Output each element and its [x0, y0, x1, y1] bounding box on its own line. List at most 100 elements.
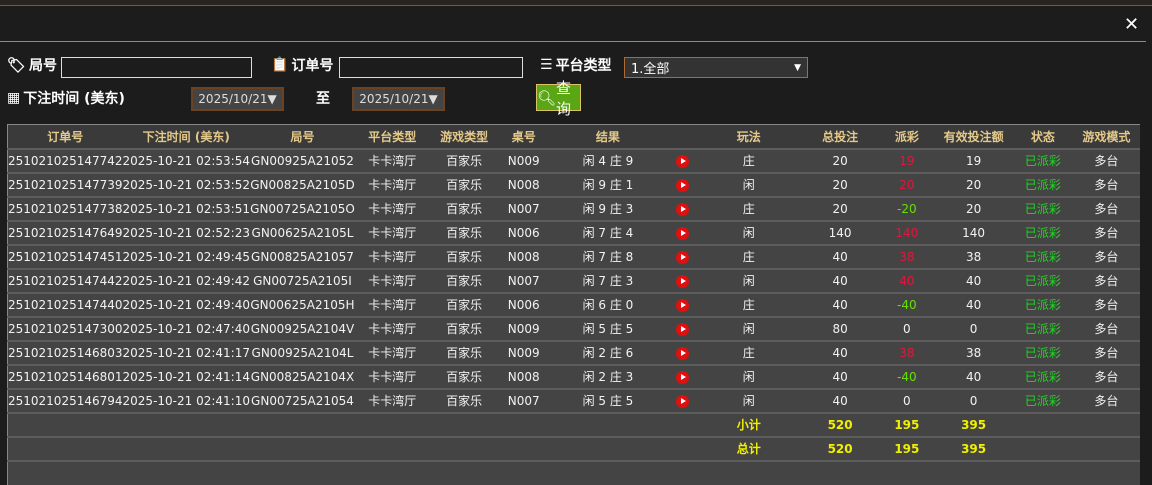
table-cell [498, 435, 549, 461]
total-row: 总计 520 195 395 [7, 435, 1140, 461]
platform-select[interactable]: 1.全部 ▼ [624, 57, 808, 78]
table-cell: 251021025147300 [7, 315, 123, 341]
table-cell [1072, 411, 1140, 437]
table-cell: GN00925A2104L [249, 339, 355, 365]
play-cell[interactable] [667, 291, 698, 317]
table-cell: 20 [934, 195, 1014, 221]
play-video-icon[interactable] [675, 250, 689, 264]
table-cell [1072, 435, 1140, 461]
play-video-icon[interactable] [675, 178, 689, 192]
play-video-icon[interactable] [675, 322, 689, 336]
play-video-icon[interactable] [675, 298, 689, 312]
table-cell: 百家乐 [429, 219, 499, 245]
platform-label: ☰ 平台类型 [540, 57, 612, 74]
table-cell: 2025-10-21 02:49:42 [122, 267, 250, 293]
play-video-icon[interactable] [675, 202, 689, 216]
table-cell [354, 411, 430, 437]
empty-row [7, 459, 1140, 485]
table-cell [122, 411, 250, 437]
play-cell[interactable] [667, 315, 698, 341]
table-cell [249, 411, 355, 437]
table-row: 251021025147649 2025-10-21 02:52:23 GN0062… [7, 219, 1140, 245]
table-cell: N009 [498, 147, 549, 173]
table-cell: N008 [498, 243, 549, 269]
table-cell: 卡卡湾厅 [354, 195, 430, 221]
play-cell[interactable] [667, 195, 698, 221]
table-cell [429, 435, 499, 461]
table-cell: 庄 [697, 291, 801, 317]
play-video-icon[interactable] [675, 274, 689, 288]
column-header: 游戏类型 [429, 124, 499, 149]
table-cell: N009 [498, 315, 549, 341]
table-cell: 卡卡湾厅 [354, 147, 430, 173]
table-cell: N006 [498, 219, 549, 245]
table-cell: 卡卡湾厅 [354, 363, 430, 389]
table-cell: 闲 [697, 315, 801, 341]
payout-cell: 0 [879, 315, 935, 341]
play-video-icon[interactable] [675, 154, 689, 168]
play-cell[interactable] [667, 171, 698, 197]
table-cell: 卡卡湾厅 [354, 243, 430, 269]
table-row: 251021025147440 2025-10-21 02:49:40 GN0062… [7, 291, 1140, 317]
table-cell: 百家乐 [429, 243, 499, 269]
table-cell: 2025-10-21 02:47:40 [122, 315, 250, 341]
table-cell: 百家乐 [429, 195, 499, 221]
table-cell: 总计 [697, 435, 801, 461]
table-cell: 251021025147739 [7, 171, 123, 197]
table-cell: 20 [800, 195, 880, 221]
date-from-select[interactable]: 2025/10/21▼ [191, 87, 284, 111]
table-cell: 195 [879, 435, 935, 461]
order-input[interactable] [339, 57, 523, 78]
round-input[interactable] [61, 57, 252, 78]
table-cell: 多台 [1072, 387, 1140, 413]
play-video-icon[interactable] [675, 370, 689, 384]
table-cell: 闲 [697, 171, 801, 197]
table-cell [548, 411, 668, 437]
play-cell[interactable] [667, 147, 698, 173]
play-video-icon[interactable] [675, 226, 689, 240]
round-label: 🏷 局号 [7, 56, 58, 74]
table-cell: 多台 [1072, 315, 1140, 341]
play-cell[interactable] [667, 339, 698, 365]
play-cell[interactable] [667, 387, 698, 413]
play-cell[interactable] [667, 363, 698, 389]
table-cell: GN00825A21057 [249, 243, 355, 269]
play-video-icon[interactable] [675, 346, 689, 360]
date-to-select[interactable]: 2025/10/21▼ [352, 87, 445, 111]
table-cell: 20 [800, 147, 880, 173]
table-cell: 520 [800, 411, 880, 437]
calendar-icon: ▦ [7, 90, 21, 106]
table-cell: 40 [934, 363, 1014, 389]
close-icon[interactable]: ✕ [1124, 14, 1140, 35]
column-header: 下注时间 (美东) [122, 124, 250, 149]
table-row: 251021025147451 2025-10-21 02:49:45 GN0082… [7, 243, 1140, 269]
table-cell: N008 [498, 363, 549, 389]
table-cell: 多台 [1072, 219, 1140, 245]
play-cell[interactable] [667, 243, 698, 269]
table-cell: 251021025146803 [7, 339, 123, 365]
table-cell: 140 [934, 219, 1014, 245]
payout-cell: 0 [879, 387, 935, 413]
play-cell[interactable] [667, 219, 698, 245]
play-video-icon[interactable] [675, 394, 689, 408]
column-header: 总投注 [800, 124, 880, 149]
table-cell: N006 [498, 291, 549, 317]
query-button[interactable]: 🔍︎ 查询 [536, 79, 581, 118]
table-cell: 38 [934, 339, 1014, 365]
status-cell: 已派彩 [1013, 195, 1073, 221]
table-cell: 2025-10-21 02:49:40 [122, 291, 250, 317]
column-header: 游戏模式 [1072, 124, 1140, 149]
play-cell[interactable] [667, 267, 698, 293]
table-cell: 2025-10-21 02:52:23 [122, 219, 250, 245]
table-cell [122, 435, 250, 461]
payout-cell: -40 [879, 291, 935, 317]
table-cell: GN00625A2105H [249, 291, 355, 317]
table-cell: 闲 [697, 363, 801, 389]
table-cell: 251021025147442 [7, 267, 123, 293]
table-cell: 闲 7 庄 8 [548, 243, 668, 269]
payout-cell: -20 [879, 195, 935, 221]
table-cell: 闲 2 庄 3 [548, 363, 668, 389]
table-cell: 20 [800, 171, 880, 197]
table-cell: GN00725A2105O [249, 195, 355, 221]
table-row: 251021025147300 2025-10-21 02:47:40 GN0092… [7, 315, 1140, 341]
